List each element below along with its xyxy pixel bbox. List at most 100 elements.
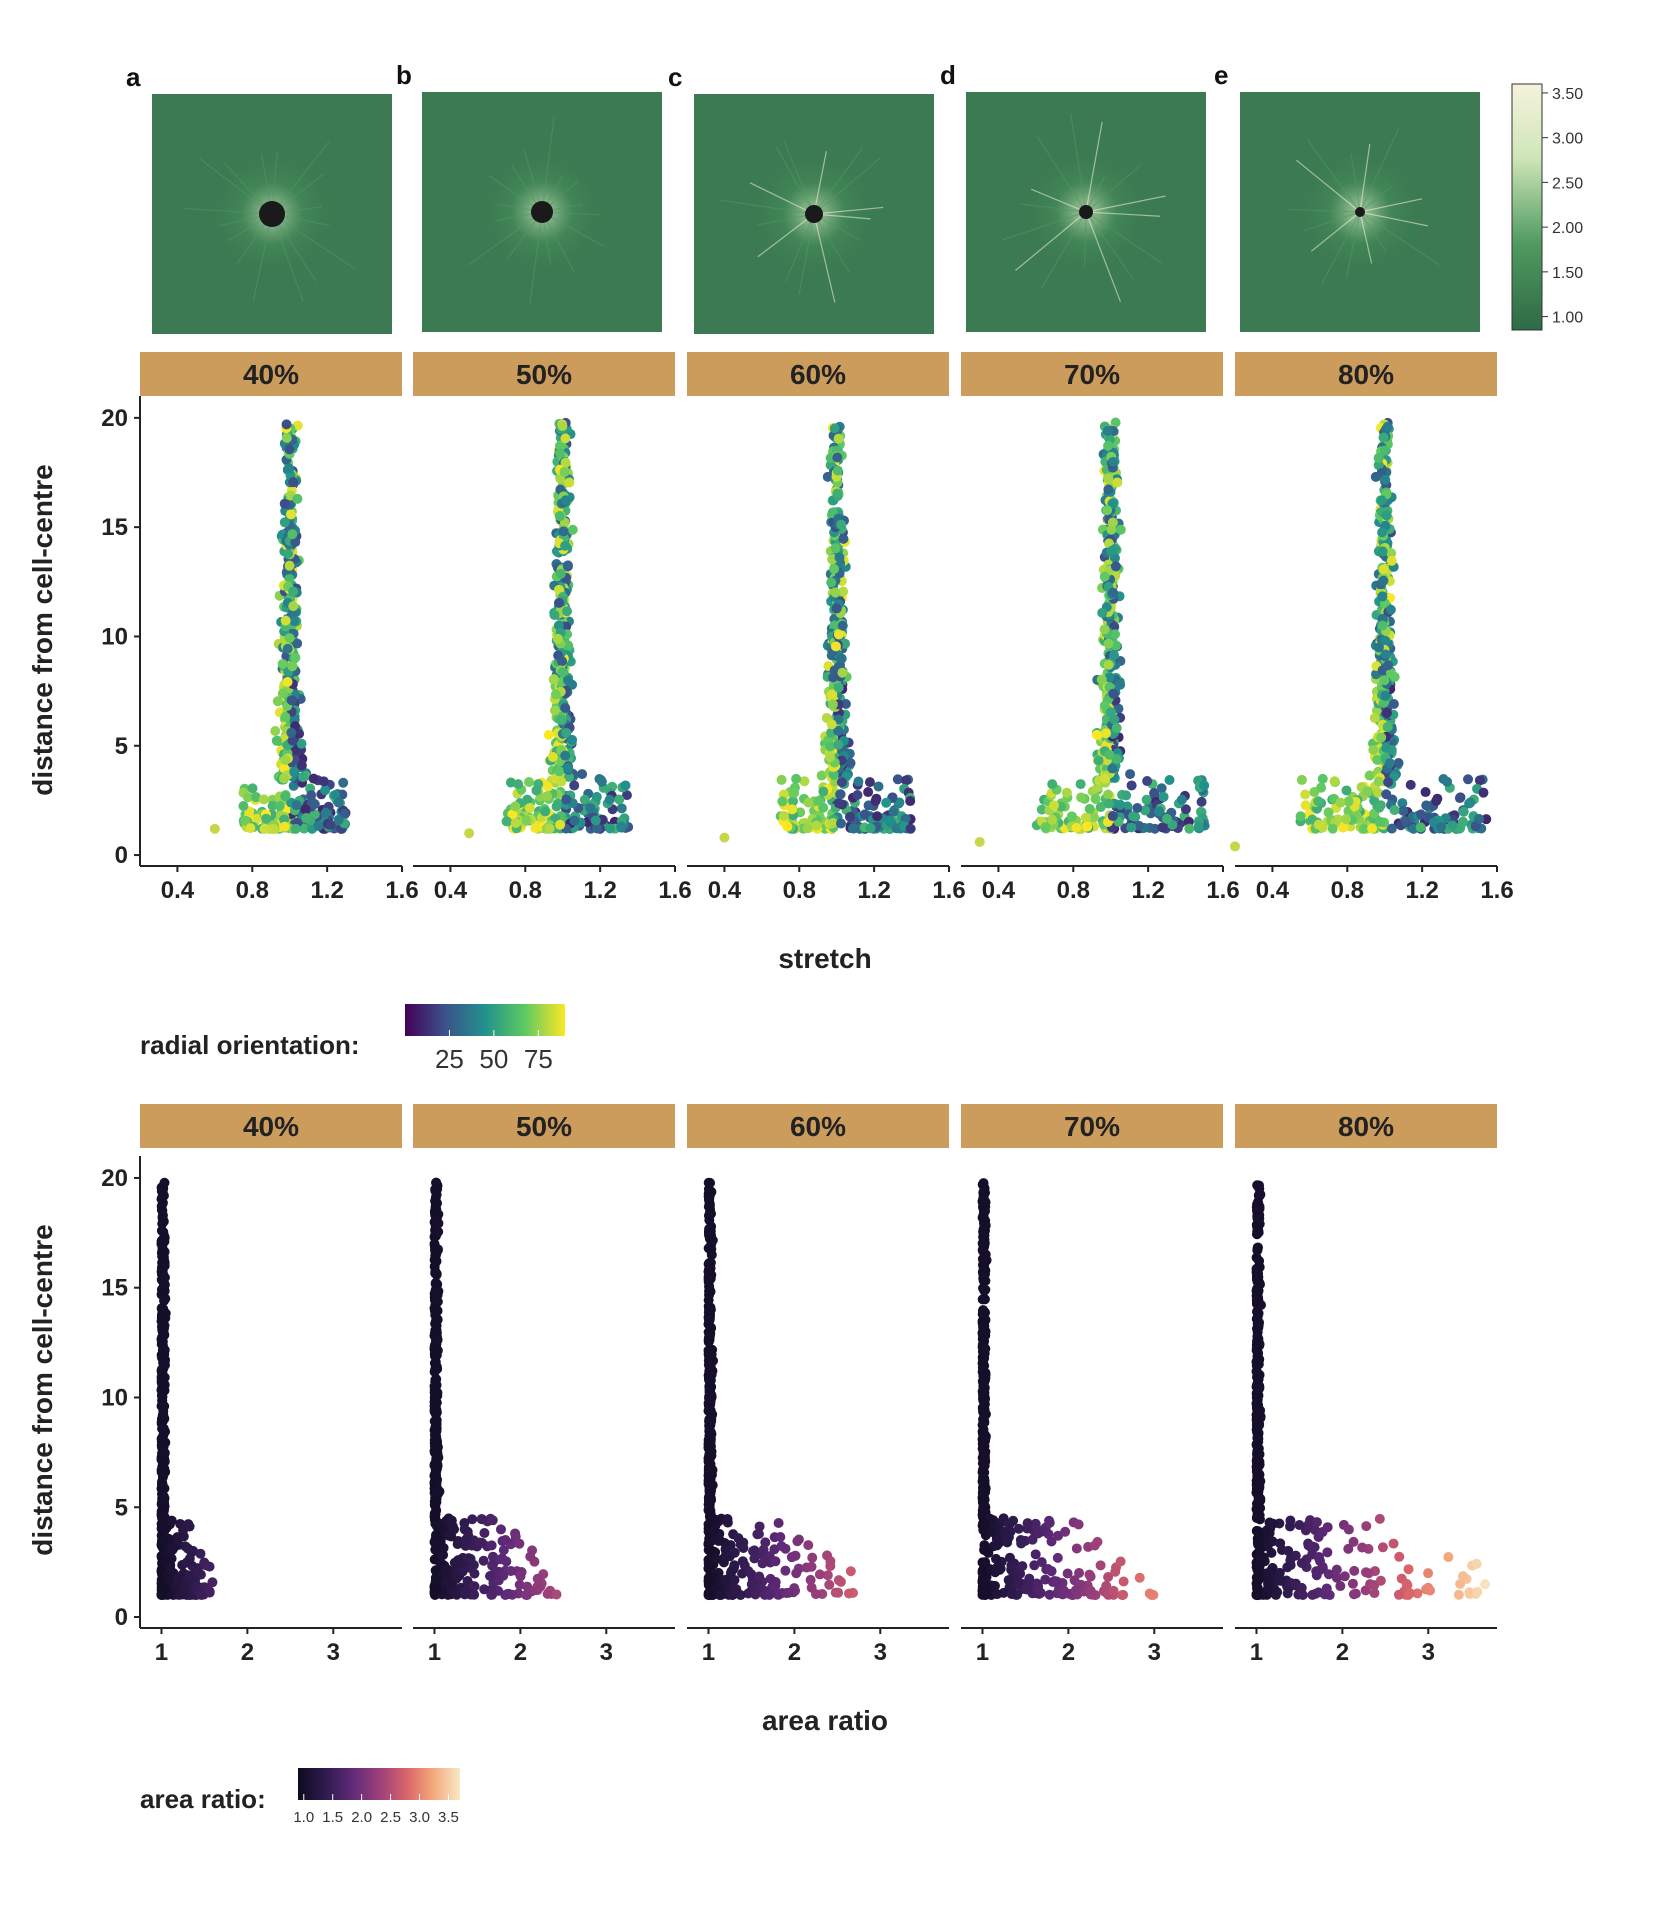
- data-point: [810, 1589, 821, 1600]
- data-point: [1080, 812, 1091, 823]
- data-point: [320, 807, 331, 818]
- data-point: [753, 1528, 764, 1539]
- data-point: [1002, 1537, 1013, 1548]
- data-point: [446, 1515, 457, 1526]
- x-tick-label: 1: [702, 1639, 715, 1666]
- data-point: [430, 1376, 441, 1387]
- fibre-streak: [798, 213, 815, 295]
- data-point: [1153, 806, 1164, 817]
- data-point: [1040, 1574, 1051, 1585]
- x-tick-label: 1: [428, 1639, 441, 1666]
- data-point: [1118, 1576, 1129, 1587]
- data-point: [881, 797, 892, 808]
- data-point: [1112, 477, 1123, 488]
- data-point: [1389, 805, 1400, 816]
- data-point: [845, 811, 856, 822]
- data-point: [1058, 1585, 1069, 1596]
- data-point: [822, 1550, 833, 1561]
- data-point: [1103, 638, 1114, 649]
- data-point: [775, 1531, 786, 1542]
- data-point: [1103, 473, 1114, 484]
- data-point: [184, 1570, 195, 1581]
- data-point: [1420, 787, 1431, 798]
- data-point: [1108, 650, 1119, 661]
- data-point: [1350, 1588, 1361, 1599]
- data-point: [1040, 822, 1051, 833]
- data-point: [773, 1518, 784, 1529]
- colorbar-tick-label: 1.00: [1552, 310, 1583, 327]
- viridis-tick-label: 75: [524, 1044, 553, 1074]
- strip-label: 80%: [1338, 359, 1394, 390]
- y-tick-label: 15: [101, 1275, 128, 1302]
- data-point: [1480, 1579, 1491, 1590]
- data-point: [1103, 484, 1114, 495]
- data-point: [703, 1335, 714, 1346]
- data-point: [704, 1228, 715, 1239]
- fibre-streak: [541, 211, 604, 247]
- data-point: [833, 1587, 844, 1598]
- data-point: [1104, 672, 1115, 683]
- strip-background: [687, 352, 949, 396]
- data-point: [778, 810, 789, 821]
- fibre-streak: [184, 207, 273, 215]
- data-point: [978, 1273, 989, 1284]
- data-point: [992, 1540, 1003, 1551]
- data-point: [605, 823, 616, 834]
- data-point: [1361, 1521, 1372, 1532]
- data-point: [980, 1502, 991, 1513]
- data-point: [431, 1212, 442, 1223]
- data-point: [783, 1587, 794, 1598]
- data-point: [1142, 776, 1153, 787]
- fibre-streak: [1085, 164, 1141, 213]
- data-point: [704, 1466, 715, 1477]
- data-point: [864, 777, 875, 788]
- data-point: [1362, 786, 1373, 797]
- data-point: [563, 771, 574, 782]
- data-point: [1377, 620, 1388, 631]
- data-point: [1180, 804, 1191, 815]
- data-point: [1115, 524, 1126, 535]
- data-point: [429, 1471, 440, 1482]
- data-point: [722, 1517, 733, 1528]
- data-point: [738, 1542, 749, 1553]
- fibre-streak: [1030, 188, 1087, 213]
- data-point: [1103, 1572, 1114, 1583]
- data-point: [479, 1584, 490, 1595]
- data-point: [280, 615, 291, 626]
- fibre-streak: [271, 141, 330, 215]
- data-point: [833, 725, 844, 736]
- data-point: [279, 821, 290, 832]
- fibre-streak: [813, 148, 863, 215]
- data-point: [1149, 788, 1160, 799]
- fibre-streak: [1359, 211, 1387, 253]
- data-point: [552, 633, 563, 644]
- data-point: [479, 1528, 490, 1539]
- data-point: [156, 1312, 167, 1323]
- data-point: [272, 696, 283, 707]
- data-point: [852, 789, 863, 800]
- data-point: [759, 1556, 770, 1567]
- data-point: [978, 1392, 989, 1403]
- y-tick-label: 0: [115, 1604, 128, 1631]
- outlier-point: [1230, 841, 1240, 852]
- data-point: [288, 586, 299, 597]
- data-point: [832, 465, 843, 476]
- data-point: [708, 1525, 719, 1536]
- data-point: [542, 781, 553, 792]
- facet-strip-50pct: 50%: [413, 352, 675, 396]
- facet-strip-80pct: 80%: [1235, 352, 1497, 396]
- strip-label: 50%: [516, 359, 572, 390]
- data-point: [554, 511, 565, 522]
- data-point: [299, 823, 310, 834]
- data-point: [288, 477, 299, 488]
- outlier-point: [464, 828, 475, 839]
- data-point: [791, 773, 802, 784]
- data-point: [430, 1396, 441, 1407]
- fibre-streak: [1359, 127, 1400, 213]
- data-point: [1085, 1585, 1096, 1596]
- fibre-streak: [1083, 211, 1087, 267]
- data-point: [1316, 782, 1327, 793]
- data-point: [1300, 800, 1311, 811]
- data-point: [716, 1589, 727, 1600]
- data-point: [450, 1571, 461, 1582]
